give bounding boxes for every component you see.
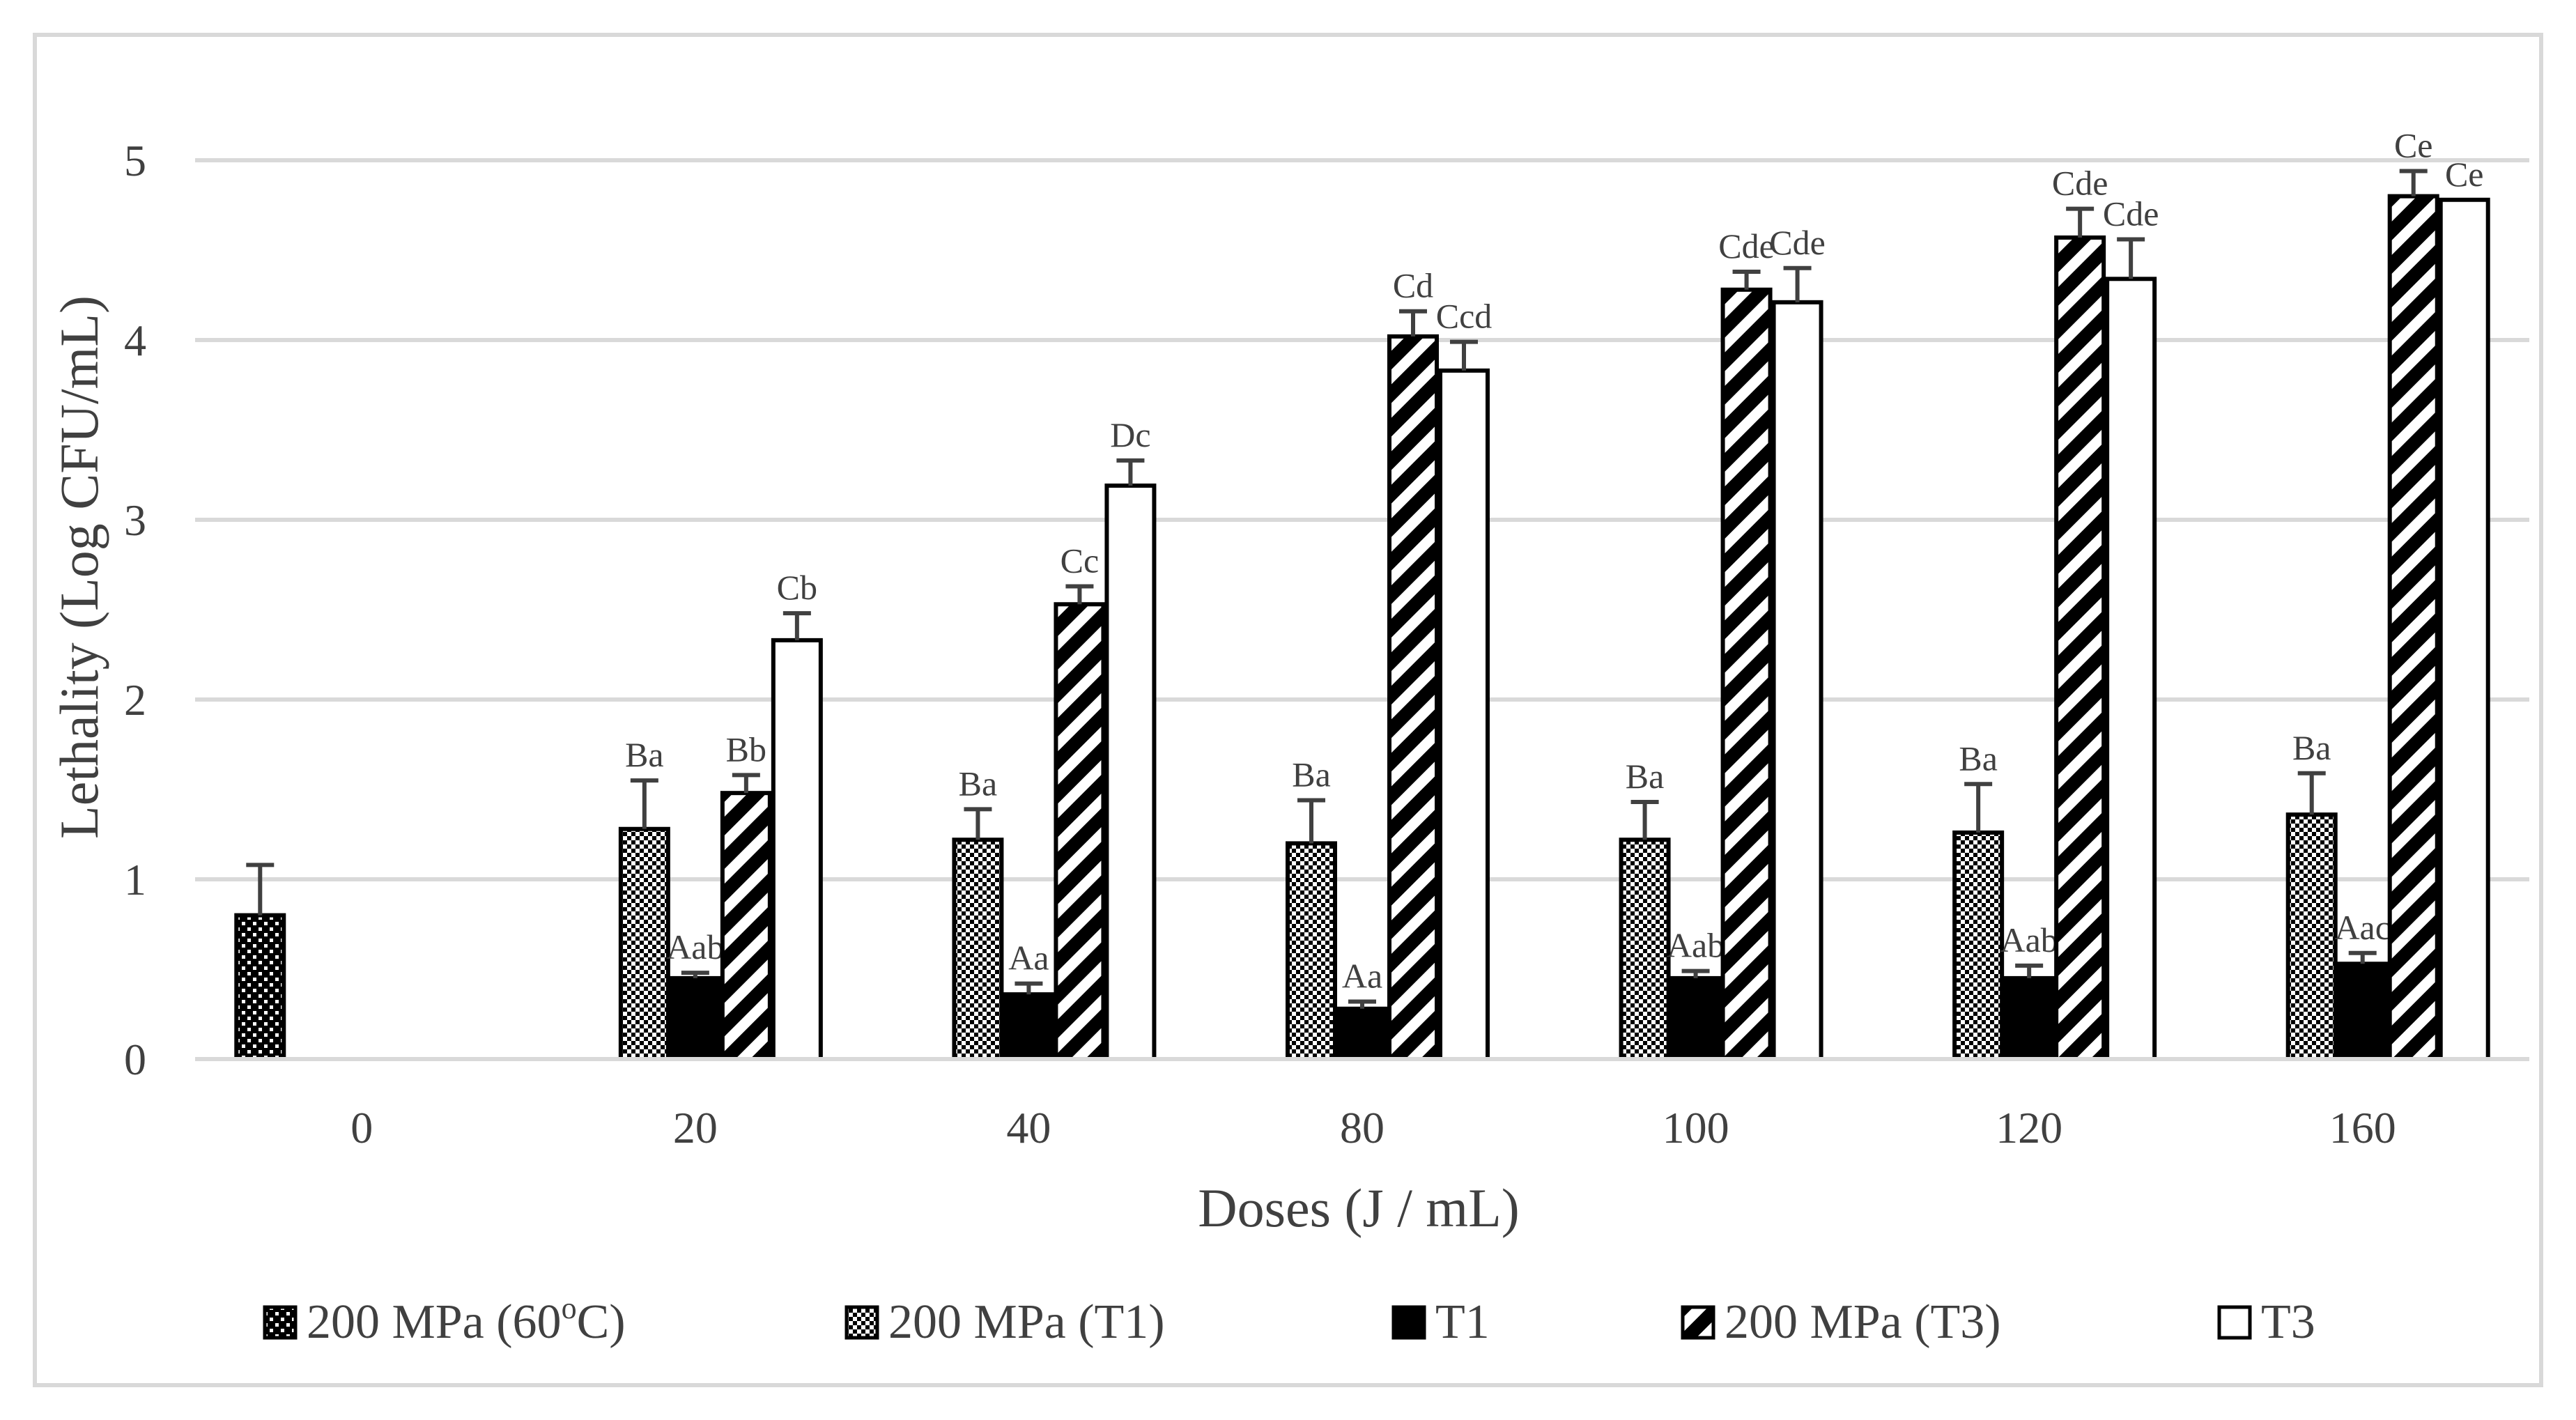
bar — [2105, 277, 2157, 1061]
y-axis-title: Lethality (Log CFU/mL) — [49, 295, 109, 839]
y-tick-label: 0 — [124, 1035, 146, 1084]
y-tick-label: 3 — [124, 495, 146, 545]
bar — [771, 638, 823, 1061]
bar — [669, 975, 721, 1062]
y-tick-label: 5 — [124, 136, 146, 185]
bar — [618, 826, 670, 1061]
bar — [2285, 812, 2338, 1061]
significance-label: Aac — [2334, 908, 2391, 947]
significance-label: Aa — [1008, 939, 1049, 978]
bar — [1387, 334, 1439, 1062]
significance-label: Ce — [2445, 155, 2484, 194]
legend-label: 200 MPa (60oC) — [307, 1291, 626, 1349]
bar — [2336, 962, 2389, 1062]
significance-label: Ba — [1292, 755, 1331, 794]
bar — [1438, 368, 1490, 1061]
significance-label: Ba — [959, 764, 998, 803]
legend: 200 MPa (60oC) 200 MPa (T1) T1 200 MPa (T3)… — [263, 1291, 2315, 1349]
bar — [1003, 992, 1055, 1061]
significance-label: Aa — [1342, 956, 1382, 995]
bar-marks: BaAabBbCbBaAaCcDcBaAaCdCcdBaAabCdeCdeBaA… — [195, 125, 2529, 1062]
significance-label: Cc — [1061, 541, 1100, 580]
significance-label: Dc — [1110, 415, 1150, 454]
bar — [1104, 483, 1157, 1061]
significance-label: Cb — [777, 568, 817, 607]
significance-label: Cde — [2052, 164, 2108, 203]
significance-label: Aab — [1667, 926, 1725, 965]
legend-swatch — [1391, 1305, 1426, 1340]
bar — [952, 838, 1004, 1061]
x-tick-label: 100 — [1663, 1103, 1729, 1152]
significance-label: Ce — [2394, 125, 2433, 164]
y-tick-label: 1 — [124, 855, 146, 904]
x-axis-title: Doses (J / mL) — [1198, 1178, 1519, 1238]
x-tick-label: 40 — [1006, 1103, 1051, 1152]
bar — [1952, 830, 2005, 1062]
significance-label: Aab — [666, 927, 724, 966]
legend-swatch — [2217, 1305, 2252, 1340]
significance-label: Cde — [1718, 226, 1775, 265]
legend-swatch — [263, 1305, 298, 1340]
significance-label: Aab — [2000, 920, 2058, 959]
bar — [2054, 235, 2106, 1062]
bar — [1771, 300, 1823, 1062]
x-axis-tick-labels: 0 20 40 80 100 120 160 — [350, 1103, 2396, 1152]
bar — [1054, 602, 1106, 1061]
significance-label: Cde — [1769, 223, 1826, 262]
significance-label: Ba — [2292, 728, 2331, 767]
bar — [2003, 975, 2056, 1062]
legend-swatch — [1681, 1305, 1715, 1340]
y-tick-label: 4 — [124, 316, 146, 365]
significance-label: Ba — [625, 735, 664, 774]
bar — [1669, 975, 1722, 1062]
significance-label: Ccd — [1436, 297, 1493, 336]
bar — [1720, 287, 1773, 1061]
bar — [2387, 194, 2439, 1062]
x-tick-label: 20 — [673, 1103, 718, 1152]
y-tick-label: 2 — [124, 675, 146, 725]
legend-label: T3 — [2261, 1295, 2315, 1349]
y-axis-tick-labels: 0 1 2 3 4 5 — [124, 136, 146, 1084]
bar — [720, 791, 772, 1062]
significance-label: Ba — [1959, 739, 1998, 778]
legend-label: 200 MPa (T3) — [1725, 1295, 2001, 1349]
significance-label: Bb — [726, 730, 766, 769]
legend-label: 200 MPa (T1) — [888, 1295, 1165, 1349]
x-tick-label: 0 — [350, 1103, 373, 1152]
x-tick-label: 80 — [1340, 1103, 1385, 1152]
x-tick-label: 120 — [1996, 1103, 2062, 1152]
x-tick-label: 160 — [2329, 1103, 2396, 1152]
bar — [2438, 197, 2490, 1061]
bar — [234, 913, 286, 1061]
significance-label: Cde — [2103, 194, 2159, 233]
legend-label: T1 — [1435, 1295, 1490, 1349]
significance-label: Ba — [1626, 757, 1665, 796]
bar — [1619, 838, 1671, 1061]
legend-swatch — [844, 1305, 879, 1340]
bar — [1286, 841, 1337, 1062]
bar — [1336, 1006, 1388, 1062]
significance-label: Cd — [1393, 266, 1433, 305]
